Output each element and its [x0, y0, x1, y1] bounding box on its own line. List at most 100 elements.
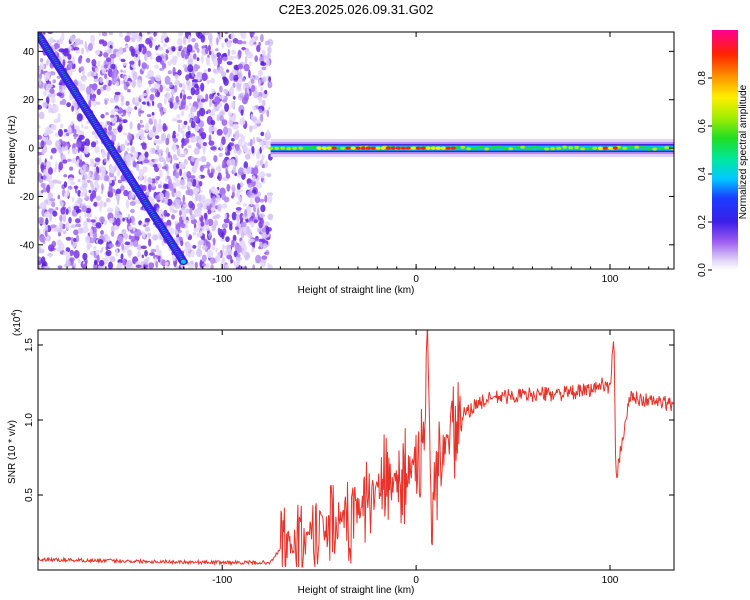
heatmap-speckle	[194, 63, 199, 72]
heatmap-speckle	[156, 145, 160, 152]
heatmap-speckle	[177, 37, 183, 47]
heatmap-speckle	[62, 230, 67, 235]
heatmap-speckle	[175, 95, 179, 103]
heatmap-speckle	[240, 32, 244, 38]
heatmap-speckle	[198, 107, 206, 117]
heatmap-speckle	[101, 32, 108, 37]
heatmap-speckle	[87, 71, 92, 77]
heatmap-speckle	[129, 201, 136, 206]
heatmap-speckle	[249, 221, 254, 226]
heatmap-speckle	[155, 74, 162, 82]
heatmap-speckle	[196, 47, 200, 53]
heatmap-speckle	[144, 151, 149, 158]
heatmap-speckle	[174, 229, 179, 236]
heatmap-speckle	[185, 208, 190, 214]
heatmap-speckle	[212, 215, 218, 220]
heatmap-speckle	[205, 93, 209, 102]
heatmap-speckle	[194, 83, 199, 89]
heatmap-speckle	[183, 35, 187, 45]
heatmap-speckle	[124, 139, 128, 146]
heatmap-speckle	[193, 53, 197, 60]
heatmap-speckle	[202, 142, 207, 146]
heatmap-ylabel: Frequency (Hz)	[7, 116, 18, 185]
heatmap-speckle	[165, 137, 170, 146]
heatmap-speckle	[209, 93, 214, 100]
heatmap-speckle	[208, 232, 211, 240]
heatmap-speckle	[127, 213, 131, 220]
heatmap-speckle	[91, 93, 97, 99]
heatmap-speckle	[132, 96, 136, 105]
heatmap-speckle	[193, 115, 199, 122]
heatmap-speckle	[225, 236, 230, 243]
heatmap-speckle	[173, 85, 178, 93]
heatmap-speckle	[216, 37, 219, 46]
heatmap-speckle	[166, 219, 172, 227]
heatmap-speckle	[210, 77, 216, 84]
heatmap-speckle	[85, 86, 92, 95]
heatmap-speckle	[117, 126, 122, 133]
heatmap-speckle	[107, 207, 114, 213]
heatmap-speckle	[214, 96, 221, 105]
heatmap-speckle	[197, 202, 203, 209]
heatmap-speckle	[125, 44, 129, 49]
horizontal-track-dot	[628, 145, 634, 149]
heatmap-speckle	[78, 134, 85, 140]
colorbar-tick-label: 0.4	[697, 167, 708, 181]
heatmap-speckle	[150, 248, 157, 253]
heatmap-speckle	[197, 76, 201, 82]
heatmap-speckle	[125, 153, 132, 162]
heatmap-speckle	[173, 188, 177, 193]
heatmap-speckle	[198, 145, 202, 150]
heatmap-speckle	[76, 126, 81, 133]
horizontal-track-peak	[415, 146, 421, 150]
heatmap-speckle	[68, 177, 74, 182]
heatmap-speckle	[147, 69, 154, 78]
heatmap-speckle	[234, 131, 240, 140]
heatmap-speckle	[256, 45, 261, 53]
heatmap-speckle	[52, 210, 58, 217]
heatmap-speckle	[94, 179, 99, 188]
heatmap-speckle	[214, 54, 218, 59]
heatmap-speckle	[181, 143, 184, 149]
heatmap-speckle	[72, 56, 75, 65]
heatmap-speckle	[81, 205, 87, 213]
heatmap-speckle	[86, 244, 93, 248]
heatmap-speckle	[151, 111, 155, 116]
horizontal-track-dot	[310, 145, 316, 149]
heatmap-speckle	[67, 60, 74, 64]
horizontal-track-dot	[484, 147, 490, 151]
heatmap-speckle	[165, 87, 171, 92]
heatmap-speckle	[155, 55, 162, 63]
heatmap-speckle	[163, 43, 167, 48]
heatmap-speckle	[244, 55, 248, 65]
heatmap-speckle	[206, 249, 214, 259]
heatmap-speckle	[159, 84, 163, 93]
heatmap-speckle	[188, 125, 192, 131]
heatmap-speckle	[197, 101, 203, 110]
heatmap-speckle	[147, 177, 153, 184]
heatmap-speckle	[60, 207, 66, 215]
heatmap-speckle	[212, 68, 218, 73]
heatmap-speckle	[127, 132, 132, 142]
heatmap-speckle	[182, 64, 188, 69]
heatmap-speckle	[75, 208, 82, 213]
heatmap-speckle	[265, 249, 270, 256]
heatmap-speckle	[76, 159, 80, 164]
heatmap-speckle	[222, 76, 227, 81]
heatmap-speckle	[226, 69, 230, 73]
heatmap-speckle	[38, 125, 41, 129]
heatmap-speckle	[196, 248, 203, 258]
heatmap-speckle	[141, 254, 145, 259]
heatmap-speckle	[49, 254, 52, 258]
heatmap-speckle	[128, 225, 133, 230]
heatmap-speckle	[256, 208, 260, 217]
heatmap-speckle	[219, 152, 223, 158]
heatmap-speckle	[204, 48, 209, 55]
heatmap-speckle	[144, 250, 148, 257]
heatmap-speckle	[161, 166, 168, 170]
heatmap-speckle	[267, 38, 274, 47]
heatmap-speckle	[266, 128, 270, 137]
chart-title: C2E3.2025.026.09.31.G02	[279, 2, 434, 17]
heatmap-speckle	[229, 224, 233, 231]
heatmap-speckle	[61, 141, 67, 148]
